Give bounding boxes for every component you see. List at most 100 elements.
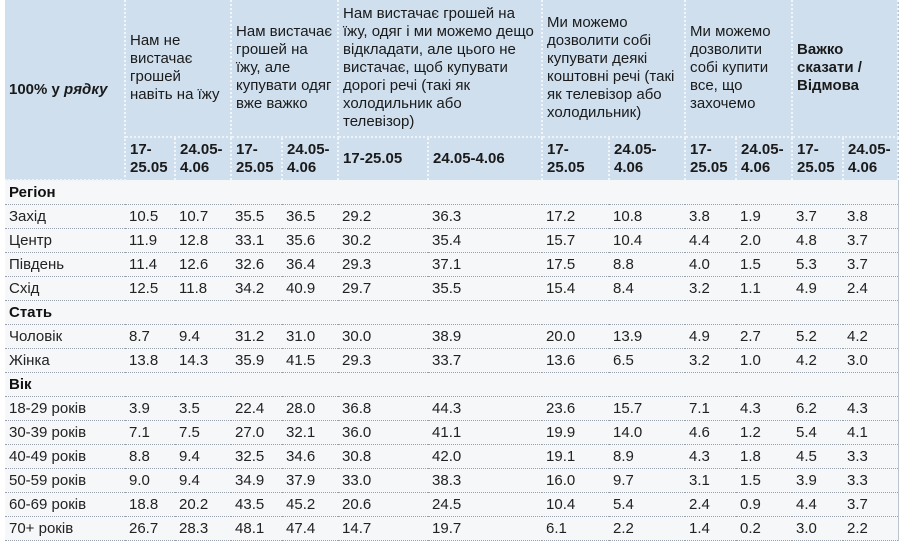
value-cell: 37.1 [428,252,543,277]
value-cell: 34.6 [282,444,339,469]
value-cell: 13.9 [609,324,686,349]
value-cell: 31.0 [282,324,339,349]
value-cell: 36.3 [428,204,543,229]
value-cell: 3.8 [843,204,899,229]
value-cell: 10.8 [609,204,686,229]
value-cell: 13.6 [542,348,610,373]
row-label: 40-49 років [5,444,125,469]
value-cell: 3.2 [685,276,737,301]
section-title: Вік [5,372,899,397]
value-cell: 35.6 [282,228,339,253]
value-cell: 32.5 [231,444,283,469]
column-header-food-only: Нам вистачає грошей на їжу, але купувати… [231,0,340,138]
value-cell: 4.5 [792,444,844,469]
value-cell: 2.0 [736,228,793,253]
header-row-periods: 17-25.05 24.05-4.06 17-25.05 24.05-4.06 17-2… [5,137,899,180]
section-title: Стать [5,300,899,325]
row-label: Центр [5,228,125,253]
value-cell: 1.1 [736,276,793,301]
column-header-anything-we-want: Ми можемо дозволити собі купити все, що … [685,0,794,138]
table-row: 50-59 років 9.0 9.4 34.9 37.9 33.0 38.3 16.0 9.7… [5,468,899,493]
value-cell: 8.4 [609,276,686,301]
table-body: Регіон Захід 10.5 10.7 35.5 36.5 29.2 36.3 17.2 1… [5,180,899,541]
value-cell: 8.7 [125,324,175,349]
value-cell: 29.3 [338,252,429,277]
period-header: 17-25.05 [338,137,430,180]
value-cell: 3.5 [175,396,232,421]
value-cell: 7.1 [125,420,175,445]
value-cell: 44.3 [428,396,543,421]
value-cell: 3.3 [843,444,899,469]
value-cell: 33.7 [428,348,543,373]
value-cell: 15.7 [609,396,686,421]
value-cell: 1.5 [736,252,793,277]
value-cell: 9.0 [125,468,175,493]
value-cell: 16.0 [542,468,610,493]
value-cell: 10.5 [125,204,175,229]
header-row-categories: 100% у рядку Нам не вистачає грошей наві… [5,0,899,181]
value-cell: 4.3 [843,396,899,421]
value-cell: 19.7 [428,516,543,541]
table-row: 60-69 років 18.8 20.2 43.5 45.2 20.6 24.5 10.4 5… [5,492,899,517]
value-cell: 43.5 [231,492,283,517]
value-cell: 29.2 [338,204,429,229]
value-cell: 32.1 [282,420,339,445]
value-cell: 9.4 [175,468,232,493]
table-header: 100% у рядку Нам не вистачає грошей наві… [5,0,899,181]
row-label: 30-39 років [5,420,125,445]
value-cell: 11.8 [175,276,232,301]
value-cell: 3.1 [685,468,737,493]
period-header: 24.05-4.06 [843,137,899,180]
value-cell: 30.0 [338,324,429,349]
value-cell: 34.9 [231,468,283,493]
value-cell: 20.2 [175,492,232,517]
row-label: Південь [5,252,125,277]
corner-label-prefix: 100% у [9,80,65,98]
value-cell: 5.4 [609,492,686,517]
survey-table-container: 100% у рядку Нам не вистачає грошей наві… [5,0,899,541]
value-cell: 14.0 [609,420,686,445]
value-cell: 41.1 [428,420,543,445]
value-cell: 4.8 [792,228,844,253]
value-cell: 14.3 [175,348,232,373]
table-row: Захід 10.5 10.7 35.5 36.5 29.2 36.3 17.2 10.8 3.8… [5,204,899,229]
value-cell: 3.7 [843,252,899,277]
value-cell: 33.1 [231,228,283,253]
value-cell: 11.9 [125,228,175,253]
value-cell: 2.2 [609,516,686,541]
value-cell: 20.0 [542,324,610,349]
value-cell: 33.0 [338,468,429,493]
value-cell: 7.5 [175,420,232,445]
value-cell: 4.3 [685,444,737,469]
table-row: Жінка 13.8 14.3 35.9 41.5 29.3 33.7 13.6 6.5 3.2 1… [5,348,899,373]
value-cell: 22.4 [231,396,283,421]
row-label: Захід [5,204,125,229]
period-header: 17-25.05 [685,137,738,180]
value-cell: 40.9 [282,276,339,301]
row-label: Жінка [5,348,125,373]
value-cell: 6.2 [792,396,844,421]
value-cell: 2.4 [843,276,899,301]
table-row: Схід 12.5 11.8 34.2 40.9 29.7 35.5 15.4 8.4 3.2 1.… [5,276,899,301]
row-label: 50-59 років [5,468,125,493]
value-cell: 24.5 [428,492,543,517]
value-cell: 34.2 [231,276,283,301]
survey-table: 100% у рядку Нам не вистачає грошей наві… [5,0,899,541]
value-cell: 31.2 [231,324,283,349]
value-cell: 4.0 [685,252,737,277]
value-cell: 1.9 [736,204,793,229]
value-cell: 5.2 [792,324,844,349]
value-cell: 30.8 [338,444,429,469]
column-header-food-clothes-savings: Нам вистачає грошей на їжу, одяг і ми мо… [338,0,544,138]
value-cell: 17.5 [542,252,610,277]
value-cell: 3.2 [685,348,737,373]
value-cell: 3.9 [125,396,175,421]
value-cell: 15.4 [542,276,610,301]
section-row: Стать [5,300,899,325]
value-cell: 10.4 [609,228,686,253]
value-cell: 3.7 [843,228,899,253]
value-cell: 36.0 [338,420,429,445]
period-header: 17-25.05 [792,137,845,180]
value-cell: 4.4 [792,492,844,517]
period-header: 24.05-4.06 [175,137,233,180]
